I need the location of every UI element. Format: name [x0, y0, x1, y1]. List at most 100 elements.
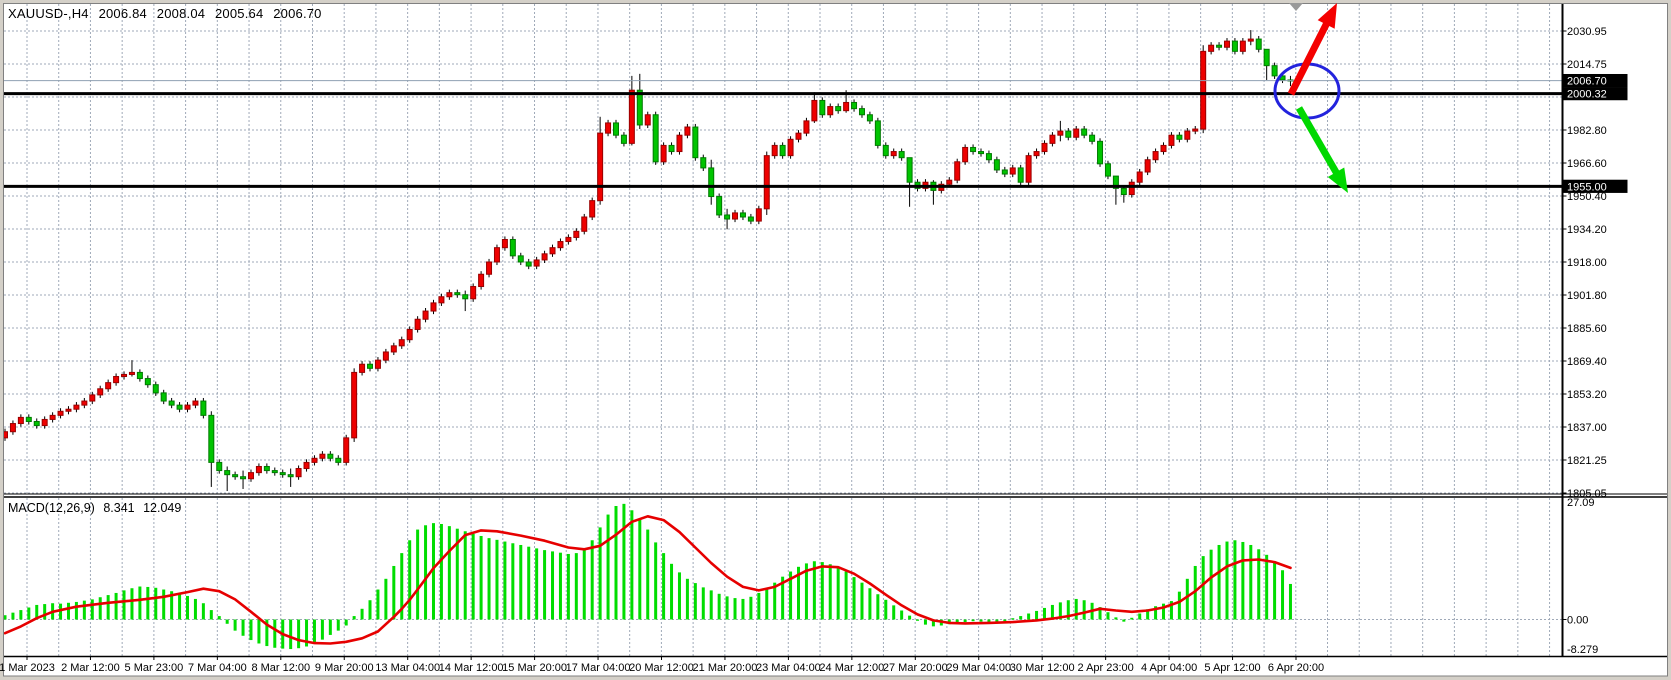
macd-histogram-bar [1288, 583, 1292, 620]
macd-histogram-bar [1011, 618, 1015, 620]
time-axis-label: 27 Mar 20:00 [883, 662, 948, 674]
macd-histogram-bar [27, 607, 31, 620]
macd-histogram-bar [582, 548, 586, 620]
macd-histogram-bar [923, 619, 927, 625]
time-axis-label: 8 Mar 12:00 [251, 662, 310, 674]
bullish-scenario-arrow-head[interactable] [1317, 3, 1337, 29]
macd-histogram-bar [289, 619, 293, 650]
macd-histogram-bar [1042, 607, 1046, 620]
candle-bullish [1247, 38, 1254, 42]
breakout-ellipse-object[interactable] [1273, 62, 1341, 120]
bearish-scenario-arrow-head[interactable] [1327, 167, 1348, 193]
macd-histogram-bar [670, 563, 674, 620]
candle-bullish [493, 247, 500, 263]
frame-left [0, 0, 3, 680]
candle-bullish [1208, 44, 1215, 52]
macd-histogram-bar [106, 595, 110, 620]
macd-histogram-bar [463, 531, 467, 620]
macd-histogram-bar [257, 619, 261, 644]
time-axis-label: 2 Mar 12:00 [61, 662, 120, 674]
price-badge [1563, 179, 1628, 193]
macd-histogram-bar [209, 610, 213, 620]
macd-histogram-bar [511, 543, 515, 620]
candle-bullish [1239, 40, 1246, 52]
macd-histogram-bar [1050, 604, 1054, 620]
candle-bullish [17, 416, 24, 425]
macd-histogram-bar [781, 576, 785, 620]
macd-histogram-bar [1185, 578, 1189, 620]
candle-bearish [1263, 48, 1270, 67]
macd-histogram-bar [416, 529, 420, 620]
price-axis-label: 1821.25 [1567, 455, 1607, 467]
price-axis-label: 1982.80 [1567, 125, 1607, 137]
candle-bullish [311, 457, 318, 463]
macd-histogram-bar [1281, 570, 1285, 620]
candle-bullish [763, 155, 770, 210]
candle-bearish [668, 144, 675, 153]
candle-bullish [113, 376, 120, 384]
macd-histogram-bar [812, 561, 816, 620]
candle-bullish [795, 132, 802, 140]
price-axis-label: 1869.40 [1567, 356, 1607, 368]
candle-bullish [1128, 181, 1135, 195]
macd-histogram-bar [392, 565, 396, 620]
candle-bullish [1136, 171, 1143, 183]
candle-bullish [660, 144, 667, 163]
macd-histogram-bar [1169, 601, 1173, 620]
macd-histogram-bar [59, 603, 63, 620]
candle-bullish [597, 132, 604, 202]
macd-histogram-bar [1249, 544, 1253, 620]
candle-bullish [1200, 50, 1207, 130]
macd-histogram-bar [614, 506, 618, 620]
macd-histogram-bar [408, 540, 412, 620]
macd-signal-line [3, 514, 1292, 645]
candle-bearish [152, 384, 159, 394]
macd-histogram-bar [90, 599, 94, 620]
macd-histogram-bar [35, 604, 39, 620]
macd-histogram-bar [860, 582, 864, 620]
candle-bearish [200, 400, 207, 416]
candle-bullish [1144, 159, 1151, 173]
macd-histogram-bar [447, 526, 451, 620]
bearish-scenario-arrow-shaft[interactable] [1295, 106, 1341, 177]
macd-histogram-bar [1138, 613, 1142, 620]
macd-histogram-bar [654, 542, 658, 620]
macd-histogram-bar [297, 619, 301, 649]
macd-histogram-bar [566, 553, 570, 620]
candle-bullish [121, 373, 128, 378]
candle-bullish [803, 120, 810, 134]
candle-bullish [605, 122, 612, 134]
price-axis-label: 1966.60 [1567, 158, 1607, 170]
candle-bullish [303, 461, 310, 470]
macd-histogram-bar [685, 578, 689, 620]
bullish-scenario-arrow-shaft[interactable] [1287, 20, 1331, 96]
frame-right [1668, 0, 1671, 680]
candle-bearish [1216, 44, 1223, 48]
candle-bullish [787, 138, 794, 157]
macd-histogram-bar [979, 619, 983, 622]
macd-histogram-bar [757, 592, 761, 620]
annotation-layer[interactable] [1273, 3, 1348, 193]
macd-histogram-bar [162, 589, 166, 620]
candle-bullish [533, 259, 540, 267]
macd-histogram-bar [186, 595, 190, 620]
candle-bearish [620, 134, 627, 144]
macd-histogram-bar [1027, 613, 1031, 620]
macd-histogram-bar [733, 598, 737, 620]
macd-histogram-bar [74, 601, 78, 620]
macd-histogram-bar [1233, 540, 1237, 620]
macd-histogram-bar [360, 608, 364, 620]
candle-bullish [422, 310, 429, 320]
candle-bullish [1184, 130, 1191, 140]
macd-histogram-bar [1225, 541, 1229, 620]
macd-histogram-bar [551, 551, 555, 620]
candle-bullish [771, 144, 778, 157]
object-lines-layer[interactable] [4, 80, 1562, 188]
price-axis-label: 2030.95 [1567, 26, 1607, 38]
macd-histogram-bar [1066, 600, 1070, 620]
macd-histogram-bar [963, 619, 967, 623]
macd-histogram-bar [558, 552, 562, 620]
candle-bearish [970, 146, 977, 153]
